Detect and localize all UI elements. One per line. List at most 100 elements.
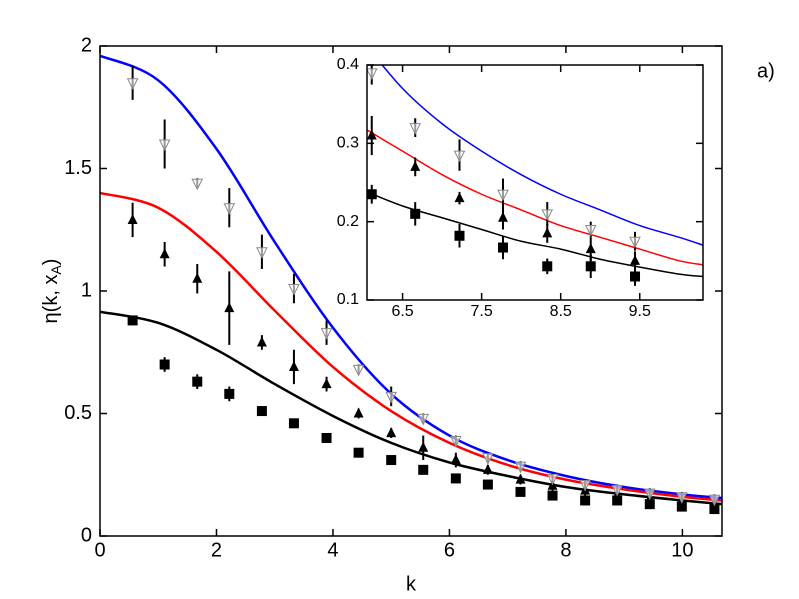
triangle-marker <box>515 473 526 484</box>
square-marker <box>630 271 641 282</box>
axes-frame <box>99 45 723 537</box>
down-triangle-marker <box>579 480 591 492</box>
down-triangle-marker <box>191 178 204 191</box>
square-marker <box>547 490 558 501</box>
down-triangle-marker <box>158 139 171 152</box>
y-tick-label: 1 <box>81 279 92 301</box>
square-marker <box>353 447 364 458</box>
square-marker <box>454 230 465 241</box>
square-marker <box>418 464 429 475</box>
triangle-marker <box>192 272 203 283</box>
annotation: a) <box>757 60 775 82</box>
down-triangle-marker <box>514 461 527 474</box>
down-triangle-marker <box>541 209 554 221</box>
down-triangle-marker <box>546 473 559 486</box>
triangle-marker <box>585 243 596 254</box>
triangle-marker <box>386 427 397 438</box>
x-tick-label: 6 <box>444 539 455 561</box>
square-marker <box>585 261 596 272</box>
down-triangle-marker <box>629 236 641 249</box>
down-triangle-marker <box>288 284 300 296</box>
triangle-marker <box>367 129 377 140</box>
fit-curve <box>381 65 703 246</box>
y-tick-label: 0.2 <box>337 213 359 230</box>
triangle-marker <box>454 192 465 203</box>
triangle-marker <box>482 463 493 474</box>
x-tick-label: 2 <box>211 539 222 561</box>
triangle-marker <box>630 254 641 265</box>
down-triangle-marker <box>676 492 688 504</box>
down-triangle-marker <box>256 247 268 259</box>
square-marker <box>515 486 526 497</box>
square-marker <box>256 406 267 417</box>
triangle-marker <box>410 160 421 171</box>
square-marker <box>410 208 421 219</box>
down-triangle-marker <box>450 435 462 448</box>
down-triangle-marker <box>611 484 623 497</box>
triangle-marker <box>497 211 508 222</box>
y-tick-label: 0.3 <box>337 135 359 152</box>
triangle-marker <box>256 336 267 347</box>
triangle-marker <box>224 302 235 313</box>
square-marker <box>321 433 332 443</box>
square-marker <box>192 376 203 387</box>
fit-curve <box>100 310 722 506</box>
square-marker <box>367 189 377 200</box>
triangle-marker <box>542 227 553 238</box>
triangle-marker <box>288 360 299 371</box>
x-tick-label: 6.5 <box>391 303 413 320</box>
plot-layer <box>367 65 703 286</box>
triangle-marker <box>450 454 461 465</box>
down-triangle-marker <box>453 150 466 163</box>
fit-curve <box>100 191 722 502</box>
fit-curve <box>367 191 703 278</box>
down-triangle-marker <box>497 189 509 202</box>
down-triangle-marker <box>409 123 422 135</box>
square-marker <box>288 418 299 429</box>
x-tick-label: 8 <box>560 539 571 561</box>
down-triangle-marker <box>352 364 365 377</box>
triangle-marker <box>159 248 170 259</box>
x-tick-label: 8.5 <box>550 303 572 320</box>
square-marker <box>224 388 235 399</box>
square-marker <box>159 359 170 370</box>
square-marker <box>542 261 553 272</box>
square-marker <box>386 455 397 466</box>
y-label-suffix: ) <box>40 259 62 266</box>
triangle-marker <box>127 213 138 224</box>
y-axis-label: η(k, xA) <box>40 259 63 324</box>
down-triangle-marker <box>367 68 378 80</box>
axes-frame <box>366 64 704 301</box>
down-triangle-marker <box>385 391 398 404</box>
square-marker <box>450 473 461 484</box>
x-tick-label: 4 <box>327 539 338 561</box>
y-tick-label: 0.1 <box>337 291 359 308</box>
y-tick-label: 0.4 <box>337 56 359 73</box>
down-triangle-marker <box>643 488 656 501</box>
y-tick-label: 2 <box>81 34 92 56</box>
y-tick-label: 1.5 <box>64 157 92 179</box>
plot-layer <box>100 54 722 515</box>
down-triangle-marker <box>126 78 139 90</box>
down-triangle-marker <box>320 328 333 340</box>
y-label-text: η(k, x <box>40 275 62 324</box>
down-triangle-marker <box>223 203 236 215</box>
square-marker <box>482 479 493 490</box>
down-triangle-marker <box>417 413 430 426</box>
down-triangle-marker <box>482 453 494 465</box>
fit-curve <box>367 129 703 266</box>
y-label-subscript: A <box>48 265 64 275</box>
x-tick-label: 7.5 <box>471 303 493 320</box>
x-tick-label: 0 <box>94 539 105 561</box>
square-marker <box>497 242 508 253</box>
down-triangle-marker <box>584 225 597 237</box>
x-axis-label: k <box>406 573 417 595</box>
y-tick-label: 0 <box>81 524 92 546</box>
x-tick-label: 10 <box>671 539 693 561</box>
triangle-marker <box>418 441 429 452</box>
square-marker <box>580 495 591 506</box>
x-tick-label: 9.5 <box>629 303 651 320</box>
y-tick-label: 0.5 <box>64 402 92 424</box>
